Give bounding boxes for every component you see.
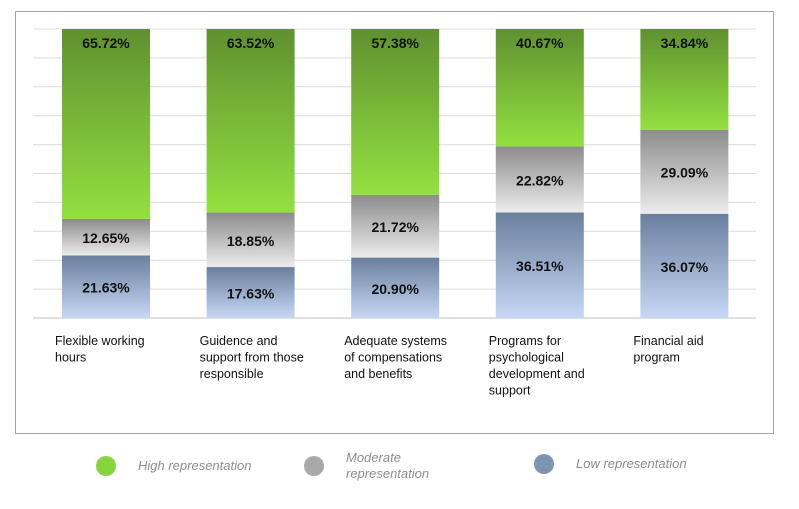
data-label: 12.65% xyxy=(82,230,130,246)
bar-segment xyxy=(206,29,295,213)
legend-item-low: Low representation xyxy=(534,454,687,474)
bar-segment xyxy=(351,29,440,195)
category-label: development and xyxy=(489,367,585,381)
category-label: Adequate systems xyxy=(344,334,447,348)
data-label: 17.63% xyxy=(227,286,275,302)
legend-label-low: Low representation xyxy=(576,456,687,471)
category-label: Financial aid xyxy=(633,334,703,348)
legend-item-moderate: Moderate representation xyxy=(304,450,429,482)
category-label: and benefits xyxy=(344,367,412,381)
category-label: responsible xyxy=(200,367,264,381)
bar-segment xyxy=(206,212,295,268)
bar-segment xyxy=(62,255,150,318)
category-label: Programs for xyxy=(489,334,561,348)
data-label: 21.63% xyxy=(82,280,130,296)
category-label: Guidence and xyxy=(200,334,278,348)
legend-swatch-high xyxy=(96,456,116,476)
bar-segment xyxy=(206,267,295,318)
data-label: 20.90% xyxy=(371,281,419,297)
category-label: hours xyxy=(55,351,86,365)
bar-segment xyxy=(640,29,729,130)
category-label: support from those xyxy=(200,351,304,365)
data-label: 57.38% xyxy=(371,35,419,51)
bar-segment xyxy=(351,194,440,258)
data-label: 40.67% xyxy=(516,35,564,51)
bar-segment xyxy=(495,212,584,318)
legend-item-high: High representation xyxy=(96,456,251,476)
data-label: 65.72% xyxy=(82,35,130,51)
bar-segment xyxy=(640,129,729,214)
bar-segment xyxy=(62,218,150,256)
category-label: of compensations xyxy=(344,351,442,365)
bar-segment xyxy=(351,257,440,318)
bar-segment xyxy=(495,29,584,147)
data-label: 18.85% xyxy=(227,233,275,249)
category-label: support xyxy=(489,384,531,398)
legend-label-high: High representation xyxy=(138,458,252,473)
category-label: psychological xyxy=(489,351,564,365)
bar-segment xyxy=(495,146,584,213)
data-label: 22.82% xyxy=(516,173,564,189)
category-label: program xyxy=(633,351,680,365)
data-label: 34.84% xyxy=(661,35,709,51)
bar-segment xyxy=(62,29,150,219)
category-label: Flexible working xyxy=(55,334,145,348)
data-label: 21.72% xyxy=(371,219,419,235)
bar-segment xyxy=(640,213,729,318)
data-label: 29.09% xyxy=(661,165,709,181)
data-label: 36.51% xyxy=(516,258,564,274)
legend-swatch-low xyxy=(534,454,554,474)
legend-swatch-moderate xyxy=(304,456,324,476)
legend-label-moderate: Moderate representation xyxy=(346,450,430,481)
data-label: 63.52% xyxy=(227,35,275,51)
data-label: 36.07% xyxy=(661,259,709,275)
